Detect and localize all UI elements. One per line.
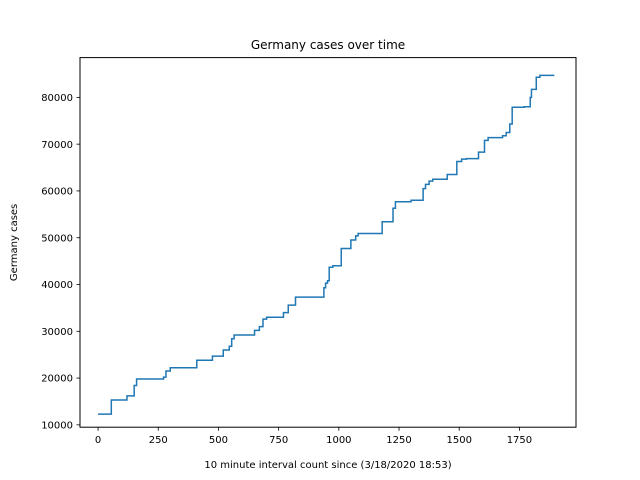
- y-tick-label: 40000: [41, 280, 73, 291]
- y-tick-label: 80000: [41, 93, 73, 104]
- x-tick-label: 0: [95, 435, 101, 446]
- y-tick-label: 30000: [41, 327, 73, 338]
- x-tick-label: 1250: [386, 435, 411, 446]
- y-tick-label: 70000: [41, 140, 73, 151]
- y-tick-label: 60000: [41, 187, 73, 198]
- x-tick-label: 250: [149, 435, 168, 446]
- x-tick-label: 750: [269, 435, 288, 446]
- y-axis-ticks: 10000 20000 30000 40000 50000 60000 70000 80000: [41, 93, 80, 431]
- x-axis-ticks: 0 250 500 750 1000 1250 1500 1750: [95, 427, 532, 446]
- y-tick-label: 10000: [41, 420, 73, 431]
- chart-title: Germany cases over time: [251, 38, 405, 52]
- series-line-0: [98, 74, 555, 415]
- y-tick-label: 20000: [41, 374, 73, 385]
- plot-layer: [98, 74, 555, 415]
- x-tick-label: 1750: [507, 435, 532, 446]
- x-tick-label: 1500: [446, 435, 471, 446]
- y-tick-label: 50000: [41, 233, 73, 244]
- x-tick-label: 500: [209, 435, 228, 446]
- x-axis-label: 10 minute interval count since (3/18/202…: [204, 460, 451, 471]
- y-axis-label: Germany cases: [9, 204, 20, 281]
- x-tick-label: 1000: [326, 435, 351, 446]
- plot-area-frame: [79, 57, 577, 428]
